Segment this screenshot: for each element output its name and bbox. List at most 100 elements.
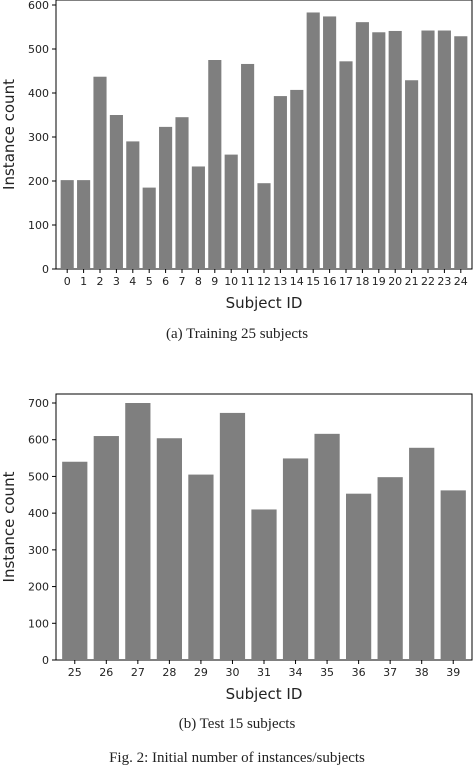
bar (437, 30, 451, 269)
bar (191, 166, 205, 269)
x-axis-label: Subject ID (226, 685, 303, 703)
x-tick-label: 9 (211, 275, 218, 288)
bar (454, 36, 468, 269)
x-tick-label: 22 (421, 275, 435, 288)
bar (290, 89, 304, 269)
y-axis-label: Instance count (0, 79, 18, 190)
bar (175, 117, 189, 269)
bar (257, 183, 271, 269)
y-tick-label: 700 (28, 397, 49, 410)
bar (241, 63, 255, 270)
bar (77, 180, 91, 269)
bar (388, 30, 402, 270)
y-tick-label: 0 (42, 263, 49, 276)
bar (60, 180, 74, 269)
x-tick-label: 17 (339, 275, 353, 288)
bar (346, 493, 372, 660)
y-tick-label: 200 (28, 581, 49, 594)
x-tick-label: 14 (290, 275, 304, 288)
bar (323, 16, 337, 269)
bar (219, 412, 246, 660)
x-axis-label: Subject ID (226, 294, 303, 312)
x-tick-label: 19 (372, 275, 386, 288)
bar (409, 447, 435, 660)
bar (125, 403, 151, 660)
x-tick-label: 35 (320, 666, 334, 679)
y-tick-label: 0 (42, 654, 49, 667)
x-tick-label: 23 (437, 275, 451, 288)
bar (421, 30, 435, 269)
x-tick-label: 15 (306, 275, 320, 288)
bar (126, 141, 140, 269)
x-tick-label: 2 (97, 275, 104, 288)
x-tick-label: 12 (257, 275, 271, 288)
figure-caption: Fig. 2: Initial number of instances/subj… (109, 750, 365, 766)
x-tick-label: 36 (352, 666, 366, 679)
test-chart: 25 26 27 28 29 30 31 34 35 36 37 38 39 0 100 200 300 400 5… (0, 393, 473, 703)
x-tick-label: 38 (415, 666, 429, 679)
y-tick-label: 600 (28, 0, 49, 12)
x-tick-label: 0 (64, 275, 71, 288)
x-tick-label: 21 (405, 275, 419, 288)
bar (93, 436, 119, 660)
x-tick-label: 34 (289, 666, 303, 679)
bar (273, 96, 287, 269)
x-tick-label: 26 (99, 666, 113, 679)
x-tick-label: 30 (225, 666, 239, 679)
bar (109, 115, 123, 269)
x-tick-label: 11 (241, 275, 255, 288)
x-tick-label: 10 (224, 275, 238, 288)
bar (188, 474, 214, 660)
x-tick-label: 6 (162, 275, 169, 288)
bar (314, 433, 340, 660)
training-chart: 0 1 2 3 4 5 6 7 8 9 10 11 12 13 14 15 16 17 18 19 20 21 22 23 24… (0, 0, 473, 312)
bar (355, 22, 369, 269)
bar (62, 461, 88, 660)
x-tick-label: 24 (454, 275, 468, 288)
bar (251, 509, 277, 660)
bar (282, 458, 309, 660)
bar (224, 154, 238, 269)
x-tick-label: 27 (131, 666, 145, 679)
x-tick-label: 5 (146, 275, 153, 288)
y-tick-label: 500 (28, 43, 49, 56)
x-tick-label: 31 (257, 666, 271, 679)
y-tick-label: 500 (28, 470, 49, 483)
y-tick-label: 300 (28, 131, 49, 144)
x-tick-label: 25 (68, 666, 82, 679)
x-tick-label: 18 (355, 275, 369, 288)
bar (339, 61, 353, 269)
bar (440, 490, 466, 660)
x-tick-label: 13 (273, 275, 287, 288)
x-tick-label: 16 (323, 275, 337, 288)
y-tick-label: 100 (28, 617, 49, 630)
y-tick-label: 300 (28, 544, 49, 557)
y-tick-label: 400 (28, 507, 49, 520)
x-tick-label: 39 (446, 666, 460, 679)
test-caption: (b) Test 15 subjects (178, 716, 296, 732)
bar (306, 12, 320, 269)
bar (377, 477, 403, 660)
bar (93, 76, 107, 269)
bar (142, 187, 156, 269)
bar (159, 126, 173, 269)
training-caption: (a) Training 25 subjects (165, 326, 309, 342)
bar (405, 80, 419, 270)
y-tick-label: 600 (28, 434, 49, 447)
x-tick-label: 1 (80, 275, 87, 288)
bar (208, 60, 222, 269)
x-tick-label: 8 (195, 275, 202, 288)
x-tick-label: 20 (388, 275, 402, 288)
y-axis-label: Instance count (0, 471, 18, 582)
bar (372, 32, 386, 269)
x-tick-label: 37 (383, 666, 397, 679)
y-tick-label: 400 (28, 87, 49, 100)
x-tick-label: 28 (162, 666, 176, 679)
y-tick-label: 100 (28, 219, 49, 232)
x-tick-label: 3 (113, 275, 120, 288)
bar (156, 438, 182, 660)
y-tick-label: 200 (28, 175, 49, 188)
x-tick-label: 7 (179, 275, 186, 288)
x-tick-label: 4 (129, 275, 136, 288)
